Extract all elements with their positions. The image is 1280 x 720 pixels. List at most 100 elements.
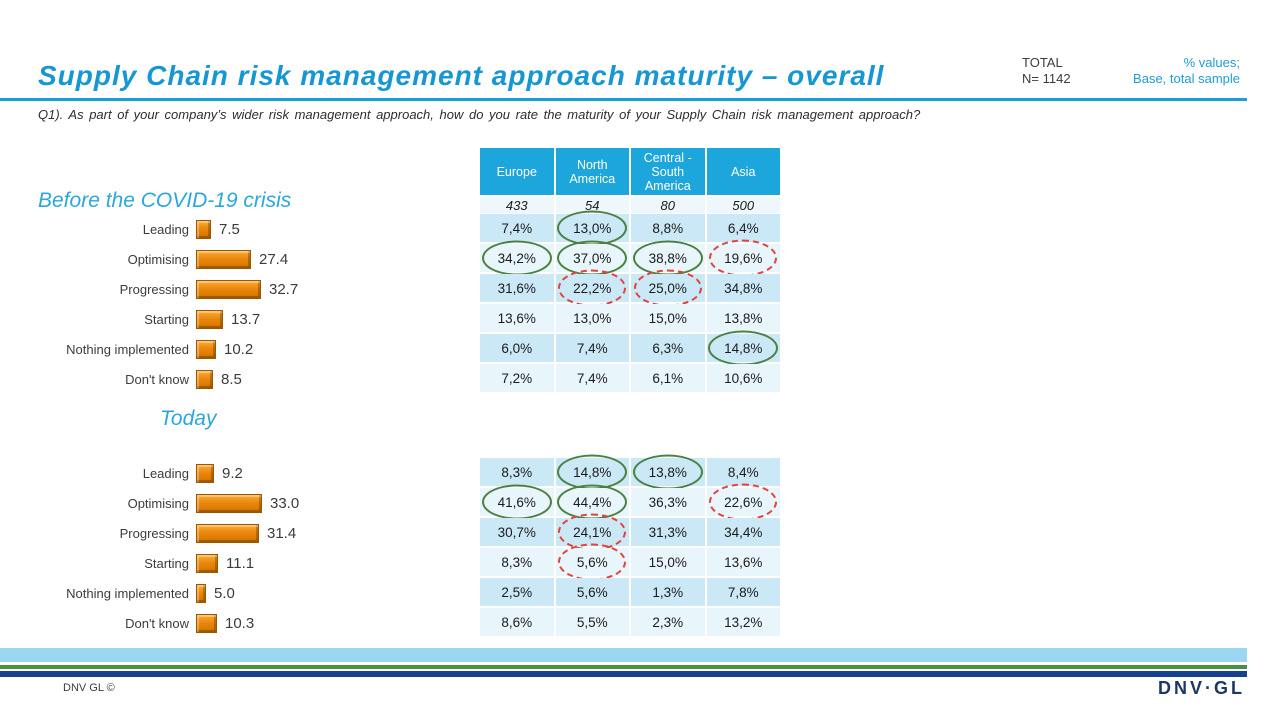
- bar-value-label: 10.3: [225, 614, 255, 632]
- bar: [196, 523, 259, 543]
- bar: [196, 553, 218, 573]
- cell-value: 34,4%: [724, 524, 763, 540]
- cell-value: 31,6%: [497, 280, 536, 296]
- bar: [196, 583, 206, 603]
- values-note: % values; Base, total sample: [1133, 55, 1240, 87]
- bar: [196, 613, 217, 633]
- bar-category-label: Don't know: [125, 371, 189, 387]
- base-cell: 500: [706, 197, 780, 213]
- table-cell: 15,0%: [631, 304, 705, 332]
- bar-value-label: 8.5: [221, 370, 242, 388]
- bar-category-label: Nothing implemented: [66, 585, 189, 601]
- table-cell: 24,1%: [555, 513, 629, 551]
- table-row: 2,5% 5,6% 1,3% 7,8%: [480, 578, 780, 606]
- table-cell: 6,4%: [706, 214, 780, 242]
- cell-value: 6,1%: [652, 370, 684, 386]
- footer-stripe-lightblue: [0, 648, 1247, 662]
- base-cell: 80: [631, 197, 705, 213]
- cell-value: 2,5%: [501, 584, 533, 600]
- table-cell: 15,0%: [631, 548, 705, 576]
- footer-stripe-green: [0, 665, 1247, 669]
- table-row: 31,6% 22,2% 25,0% 34,8%: [480, 269, 780, 307]
- cell-value: 8,6%: [501, 614, 533, 630]
- bar: [196, 339, 216, 359]
- bar-category-label: Don't know: [125, 615, 189, 631]
- cell-value: 5,6%: [576, 554, 608, 570]
- table-row: 7,4% 13,0% 8,8% 6,4%: [480, 210, 780, 246]
- cell-value: 8,8%: [652, 220, 684, 236]
- cell-value: 13,6%: [497, 310, 536, 326]
- table-cell: 38,8%: [631, 240, 705, 276]
- cell-value: 7,8%: [727, 584, 759, 600]
- cell-value: 36,3%: [648, 494, 687, 510]
- table-cell: 7,2%: [480, 364, 554, 392]
- table-cell: 13,6%: [480, 304, 554, 332]
- values-note-line1: % values;: [1183, 55, 1240, 70]
- cell-value: 7,4%: [501, 220, 533, 236]
- data-table-today: 8,3% 14,8% 13,8% 8,4% 41,6% 44,4% 36,3% 22,6% 30…: [480, 454, 780, 638]
- table-row: 13,6% 13,0% 15,0% 13,8%: [480, 304, 780, 332]
- table-cell: 22,2%: [555, 269, 629, 307]
- table-row: 34,2% 37,0% 38,8% 19,6%: [480, 239, 780, 277]
- table-cell: 34,2%: [480, 240, 554, 276]
- cell-value: 25,0%: [648, 280, 687, 296]
- table-cell: 5,6%: [555, 543, 629, 581]
- table-cell: 8,3%: [480, 458, 554, 486]
- bar-chart-today: Leading 9.2 Optimising 33.0 Progressing 31.4 S…: [0, 458, 478, 638]
- cell-value: 15,0%: [648, 310, 687, 326]
- cell-value: 8,3%: [501, 554, 533, 570]
- table-cell: 8,4%: [706, 458, 780, 486]
- bar-category-label: Starting: [144, 555, 189, 571]
- cell-value: 8,4%: [727, 464, 759, 480]
- cell-value: 13,0%: [573, 310, 612, 326]
- table-cell: 31,3%: [631, 518, 705, 546]
- column-header: Europe: [480, 148, 554, 195]
- table-cell: 7,4%: [555, 334, 629, 362]
- bar-row: Nothing implemented 10.2: [0, 334, 478, 364]
- table-row: 8,3% 5,6% 15,0% 13,6%: [480, 543, 780, 581]
- total-value: N= 1142: [1022, 71, 1071, 86]
- table-cell: 44,4%: [555, 484, 629, 520]
- cell-value: 6,0%: [501, 340, 533, 356]
- table-cell: 31,6%: [480, 274, 554, 302]
- cell-value: 6,3%: [652, 340, 684, 356]
- cell-value: 14,8%: [573, 464, 612, 480]
- table-row: 7,2% 7,4% 6,1% 10,6%: [480, 364, 780, 392]
- cell-value: 1,3%: [652, 584, 684, 600]
- table-row: 6,0% 7,4% 6,3% 14,8%: [480, 330, 780, 366]
- cell-value: 10,6%: [724, 370, 763, 386]
- cell-value: 7,2%: [501, 370, 533, 386]
- cell-value: 19,6%: [724, 250, 763, 266]
- bar: [196, 249, 251, 269]
- cell-value: 34,2%: [497, 250, 536, 266]
- cell-value: 14,8%: [724, 340, 763, 356]
- bar-row: Nothing implemented 5.0: [0, 578, 478, 608]
- cell-value: 44,4%: [573, 494, 612, 510]
- table-cell: 13,6%: [706, 548, 780, 576]
- bar-row: Leading 9.2: [0, 458, 478, 488]
- bar: [196, 309, 223, 329]
- bar-value-label: 11.1: [226, 554, 255, 572]
- cell-value: 34,8%: [724, 280, 763, 296]
- column-header: Central - South America: [631, 148, 705, 195]
- bar-category-label: Progressing: [119, 525, 189, 541]
- bar-value-label: 5.0: [214, 584, 235, 602]
- table-cell: 41,6%: [480, 484, 554, 520]
- page-title: Supply Chain risk management approach ma…: [38, 60, 885, 91]
- table-cell: 36,3%: [631, 488, 705, 516]
- table-cell: 13,8%: [631, 454, 705, 490]
- table-cell: 14,8%: [555, 454, 629, 490]
- bar: [196, 369, 213, 389]
- region-table-base-row: 433 54 80 500: [480, 197, 780, 213]
- table-cell: 13,0%: [555, 304, 629, 332]
- table-cell: 7,4%: [480, 214, 554, 242]
- dnv-gl-logo: DNV·GL: [1158, 678, 1245, 698]
- bar-value-label: 31.4: [267, 524, 297, 542]
- bar-value-label: 10.2: [224, 340, 254, 358]
- cell-value: 6,4%: [727, 220, 759, 236]
- table-cell: 30,7%: [480, 518, 554, 546]
- table-cell: 8,6%: [480, 608, 554, 636]
- cell-value: 5,6%: [576, 584, 608, 600]
- table-cell: 34,8%: [706, 274, 780, 302]
